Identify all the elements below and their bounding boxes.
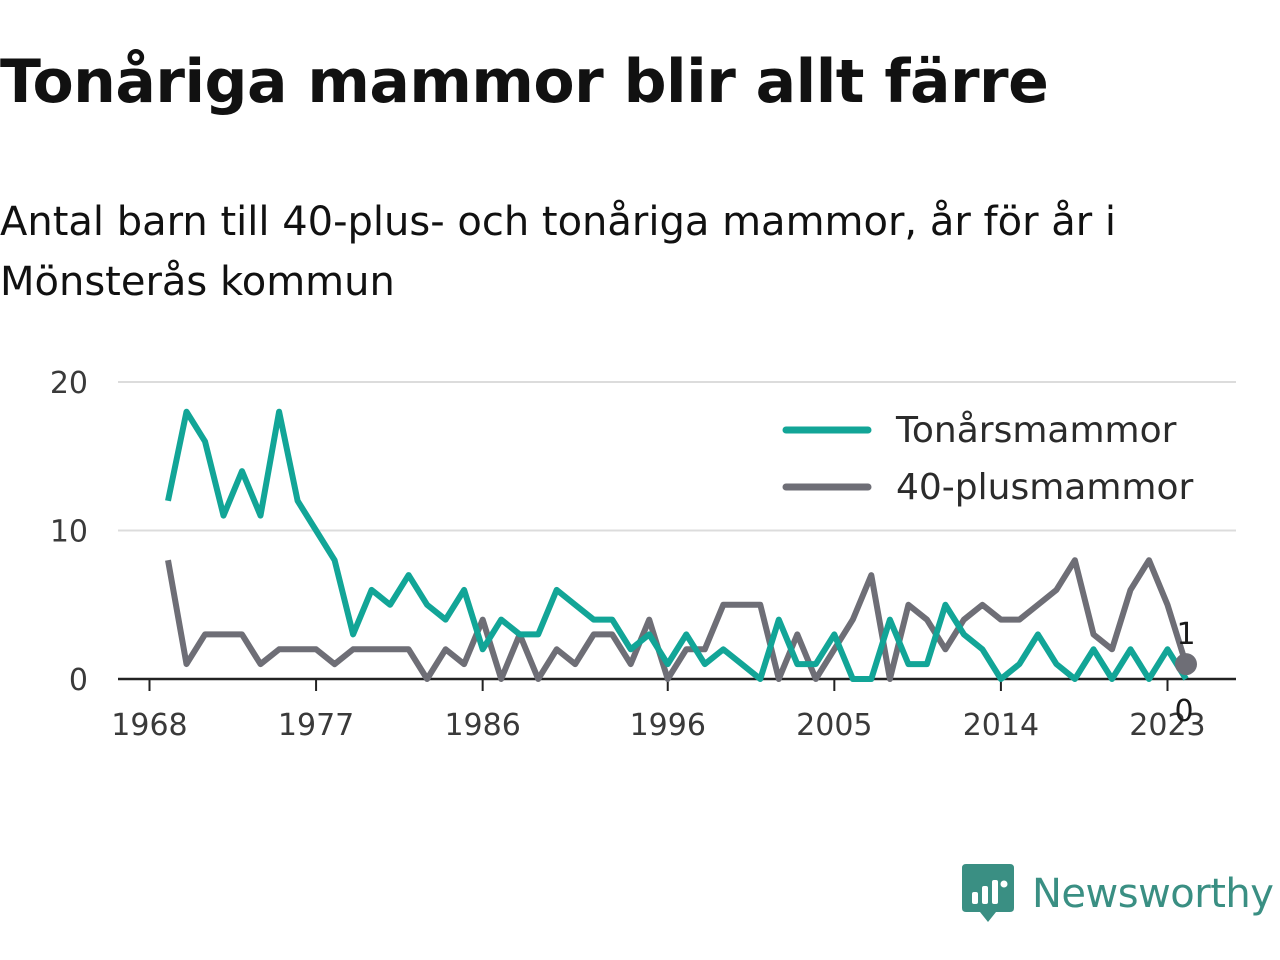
end-value-label: 1 [1176,617,1195,652]
chart-title: Tonåriga mammor blir allt färre [0,47,1049,117]
y-tick-label: 20 [50,366,88,401]
legend: Tonårsmammor 40-plusmammor [782,410,1194,508]
x-tick-label: 2023 [1129,708,1205,743]
x-tick-label: 1968 [111,708,187,743]
brand-logo: Newsworthy [962,862,1274,926]
end-value-label: 0 [1174,694,1193,729]
chart-subtitle: Antal barn till 40-plus- och tonåriga ma… [0,199,1117,305]
x-tick-label: 2005 [796,708,872,743]
x-tick-label: 1996 [630,708,706,743]
brand-name: Newsworthy [1032,871,1274,917]
series-line-fortyplusmammor [165,557,1189,682]
legend-label: 40-plusmammor [896,467,1194,508]
legend-label: Tonårsmammor [895,410,1177,451]
x-axis: 1968 1977 1986 1996 2005 2014 2023 [111,677,1236,743]
y-tick-label: 0 [69,663,88,698]
x-tick-label: 2014 [963,708,1039,743]
newsworthy-logo-icon [962,864,1014,922]
x-tick-label: 1986 [444,708,520,743]
series-lines: 10 [165,408,1197,729]
gridlines: 0 10 20 [50,366,1236,698]
series-line-tonarsmammor [165,408,1189,682]
series-end-point [1175,653,1197,676]
x-tick-label: 1977 [278,708,354,743]
y-tick-label: 10 [50,515,88,550]
